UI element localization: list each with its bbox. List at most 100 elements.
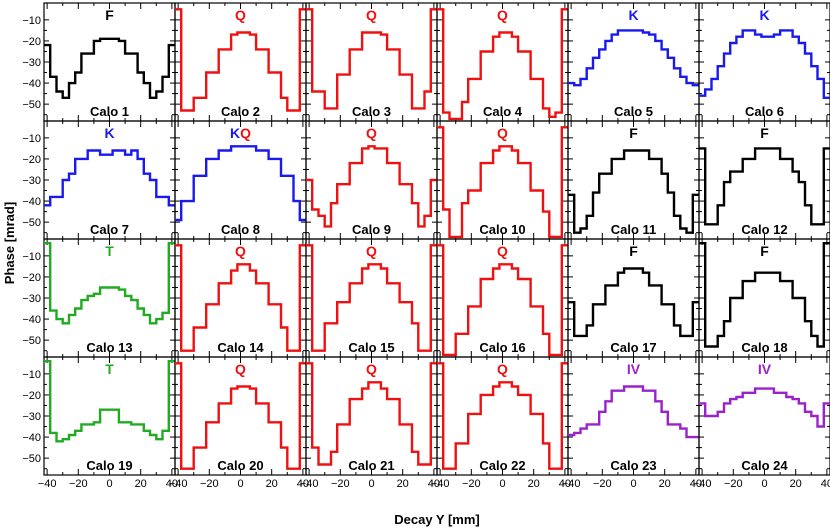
series-line	[44, 360, 175, 443]
panel-label: Calo 11	[611, 222, 657, 237]
panel-calo-7: −10 −20 −30 −40 −50 K Calo 7	[22, 120, 176, 240]
panel-calo-20: −40 −20 0 20 40 Q Calo 20	[169, 356, 309, 490]
y-tick-label: −10	[22, 15, 41, 27]
series-line	[437, 8, 568, 121]
x-tick-label: 40	[428, 478, 440, 490]
panel-label: Calo 23	[610, 458, 656, 473]
y-tick-label: −20	[22, 272, 41, 284]
series-line	[306, 362, 437, 466]
x-tick-label: 20	[659, 478, 671, 490]
x-tick-label: 20	[790, 478, 802, 490]
x-tick-label: 0	[499, 478, 505, 490]
series-line	[44, 37, 175, 99]
y-tick-label: −50	[22, 99, 41, 111]
panel-grid: −10 −20 −30 −40 −50 F Calo 1 Q Calo 2 Q Calo 3 Q Cal…	[22, 2, 830, 490]
y-tick-label: −30	[22, 293, 41, 305]
panel-label: Calo 17	[610, 340, 656, 355]
series-line	[175, 8, 306, 112]
x-tick-label: 20	[135, 478, 147, 490]
panel-label: Calo 14	[217, 340, 264, 355]
category-tag: Q	[366, 125, 377, 141]
x-tick-label: −20	[331, 478, 350, 490]
panel-calo-18: F Calo 18	[698, 238, 830, 358]
x-tick-label: −40	[38, 478, 57, 490]
series-line	[175, 145, 306, 222]
series-line	[699, 387, 830, 428]
x-tick-label: 20	[266, 478, 278, 490]
x-tick-label: −40	[562, 478, 581, 490]
panel-calo-2: Q Calo 2	[174, 2, 307, 122]
category-tag: Q	[497, 243, 508, 259]
panel-label: Calo 3	[352, 104, 391, 119]
panel-label: Calo 12	[741, 222, 787, 237]
x-tick-label: −20	[462, 478, 481, 490]
panel-label: Calo 21	[348, 458, 394, 473]
panel-label: Calo 2	[221, 104, 260, 119]
series-line	[437, 244, 568, 357]
panel-calo-11: F Calo 11	[567, 120, 700, 240]
panel-calo-5: K Calo 5	[567, 2, 700, 122]
y-tick-label: −10	[22, 369, 41, 381]
panel-calo-22: −40 −20 0 20 40 Q Calo 22	[431, 356, 571, 490]
series-line	[568, 149, 699, 234]
series-line	[437, 362, 568, 470]
panel-label: Calo 8	[221, 222, 260, 237]
x-tick-label: 40	[166, 478, 178, 490]
panel-calo-3: Q Calo 3	[305, 2, 438, 122]
panel-label: Calo 15	[348, 340, 394, 355]
category-tag: K	[759, 7, 769, 23]
category-tag: F	[760, 243, 769, 259]
panel-label: Calo 9	[352, 222, 391, 237]
panel-calo-12: F Calo 12	[698, 120, 830, 240]
panel-calo-21: −40 −20 0 20 40 Q Calo 21	[300, 356, 440, 490]
panel-label: Calo 10	[479, 222, 525, 237]
panel-label: Calo 16	[479, 340, 525, 355]
x-axis-label: Decay Y [mm]	[394, 512, 480, 527]
y-tick-label: −20	[22, 390, 41, 402]
panel-calo-19: −10 −20 −30 −40 −50 −40 −20 0 20 40 T Calo 19	[22, 356, 178, 490]
x-tick-label: 40	[821, 478, 830, 490]
panel-label: Calo 22	[479, 458, 525, 473]
panel-calo-8: KQ Calo 8	[174, 120, 307, 240]
series-line	[306, 244, 437, 352]
panel-calo-23: −40 −20 0 20 40 IV Calo 23	[562, 356, 702, 490]
series-line	[44, 242, 175, 325]
x-tick-label: −40	[169, 478, 188, 490]
x-tick-label: −20	[200, 478, 219, 490]
x-tick-label: 40	[559, 478, 571, 490]
x-tick-label: −40	[431, 478, 450, 490]
y-tick-label: −30	[22, 175, 41, 187]
x-tick-label: −20	[593, 478, 612, 490]
category-tag: Q	[235, 361, 246, 377]
x-tick-label: −40	[300, 478, 319, 490]
series-line	[175, 362, 306, 470]
category-tag: F	[629, 125, 638, 141]
panel-label: Calo 6	[745, 104, 784, 119]
category-tag: K	[104, 125, 114, 141]
category-tag: Q	[497, 361, 508, 377]
series-line	[699, 147, 830, 226]
x-tick-label: 40	[690, 478, 702, 490]
series-line	[437, 126, 568, 239]
y-tick-label: −20	[22, 36, 41, 48]
y-tick-label: −30	[22, 411, 41, 423]
category-tag: Q	[497, 7, 508, 23]
category-tag: IV	[758, 361, 772, 377]
panel-label: Calo 5	[614, 104, 653, 119]
y-tick-label: −50	[22, 217, 41, 229]
y-axis-label: Phase [mrad]	[2, 202, 17, 284]
category-tag: Q	[366, 243, 377, 259]
y-tick-label: −20	[22, 154, 41, 166]
panel-label: Calo 20	[217, 458, 263, 473]
series-line	[699, 29, 830, 99]
y-tick-label: −10	[22, 251, 41, 263]
category-tag: Q	[366, 361, 377, 377]
series-line	[568, 267, 699, 338]
x-tick-label: −40	[693, 478, 712, 490]
x-tick-label: 0	[761, 478, 767, 490]
y-tick-label: −50	[22, 453, 41, 465]
series-line	[568, 385, 699, 439]
series-line	[306, 145, 437, 228]
panel-label: Calo 19	[86, 458, 132, 473]
